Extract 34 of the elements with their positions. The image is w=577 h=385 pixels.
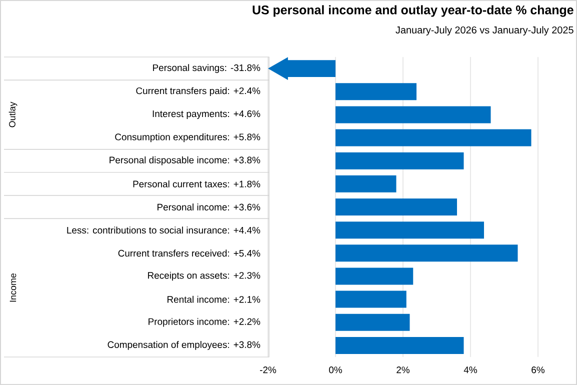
- x-tick-label: -2%: [260, 366, 276, 374]
- bar: [336, 336, 464, 354]
- y-tick-label: Proprietors income: +2.2%: [148, 318, 260, 327]
- y-tick-label: Personal disposable income: +3.8%: [110, 156, 260, 166]
- y-tick-label: Consumption expenditures: +5.8%: [115, 133, 260, 142]
- text: Income: [10, 273, 16, 302]
- x-tick-label: 2%: [396, 366, 410, 374]
- y-tick-label: Receipts on assets: +2.3%: [148, 272, 260, 281]
- y-tick-label: Personal current taxes: +1.8%: [133, 180, 260, 188]
- x-tick-label: 6%: [532, 366, 545, 374]
- bar: [336, 290, 406, 308]
- x-tick-label: 0%: [329, 366, 342, 374]
- y-tick-label: Personal income: +3.6%: [158, 204, 260, 210]
- bar: [336, 152, 464, 170]
- bar: [336, 129, 532, 146]
- y-tick-label: Rental income: +2.1%: [168, 296, 260, 303]
- y-tick-label: Less: contributions to social insurance: +4.4%: [67, 226, 260, 234]
- bar: [336, 83, 417, 100]
- chart-subtitle: January-July 2026 vs January-July 2025: [396, 26, 574, 36]
- bar: [336, 175, 396, 192]
- bar: [336, 268, 414, 285]
- y-tick-label: Compensation of employees: +3.8%: [108, 341, 260, 350]
- y-tick-label: Current transfers paid: +2.4%: [136, 87, 260, 96]
- y-tick-label: Personal savings: -31.8%: [153, 64, 260, 73]
- bar: [336, 106, 491, 124]
- text: Outlay: [8, 102, 18, 128]
- chart-title: US personal income and outlay year-to-date % change: [252, 5, 574, 17]
- x-tick-label: 4%: [464, 366, 478, 374]
- bar: [336, 314, 410, 331]
- bar: [336, 222, 484, 239]
- bar: [336, 198, 458, 216]
- y-tick-label: Interest payments: +4.6%: [152, 110, 260, 119]
- y-tick-label: Current transfers received: +5.4%: [118, 250, 260, 257]
- bar: [336, 244, 518, 262]
